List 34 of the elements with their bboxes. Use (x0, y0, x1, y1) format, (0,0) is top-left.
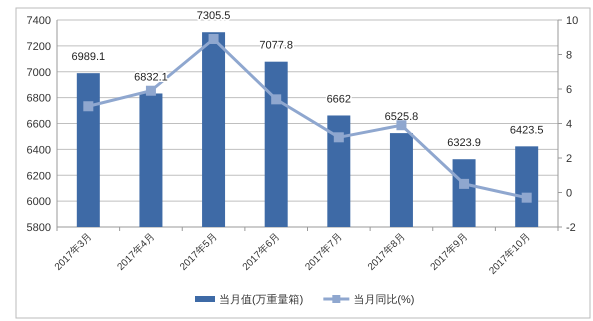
y2-tick-label: 4 (566, 118, 572, 130)
y2-tick-label: 10 (566, 15, 578, 27)
y-tick-label: 7200 (26, 40, 51, 53)
point (146, 86, 156, 96)
y2-tick-label: 2 (566, 153, 572, 165)
data-label: 6989.1 (71, 51, 106, 64)
point (271, 94, 282, 104)
y2-tick-label: 8 (566, 50, 572, 62)
y-tick-label: 6600 (26, 118, 51, 130)
y-tick-label: 7400 (26, 15, 51, 27)
point (522, 192, 532, 203)
y-tick-label: 7000 (26, 66, 51, 79)
data-label: 6832.1 (134, 71, 168, 84)
data-label: 6662 (326, 93, 352, 106)
point (334, 132, 344, 142)
point (208, 34, 219, 44)
y2-tick-label: -2 (566, 222, 576, 234)
y-tick-label: 6200 (26, 170, 51, 182)
legend-label: 当月值(万重量箱) (219, 293, 304, 306)
y2-tick-label: 0 (566, 188, 572, 200)
data-label: 7077.8 (259, 40, 294, 52)
data-label: 6323.9 (447, 137, 481, 150)
point (83, 101, 94, 112)
y2-tick-label: 6 (566, 84, 572, 96)
data-label: 7305.5 (196, 10, 230, 22)
y-tick-label: 5800 (26, 222, 51, 234)
point (396, 120, 406, 130)
data-label: 6423.5 (510, 124, 544, 136)
y-tick-label: 6400 (26, 144, 51, 156)
point (459, 178, 470, 189)
legend-label: 当月同比(%) (353, 293, 414, 306)
data-label: 6525.8 (384, 111, 418, 124)
y-tick-label: 6800 (26, 92, 51, 105)
y-tick-label: 6000 (26, 196, 51, 208)
